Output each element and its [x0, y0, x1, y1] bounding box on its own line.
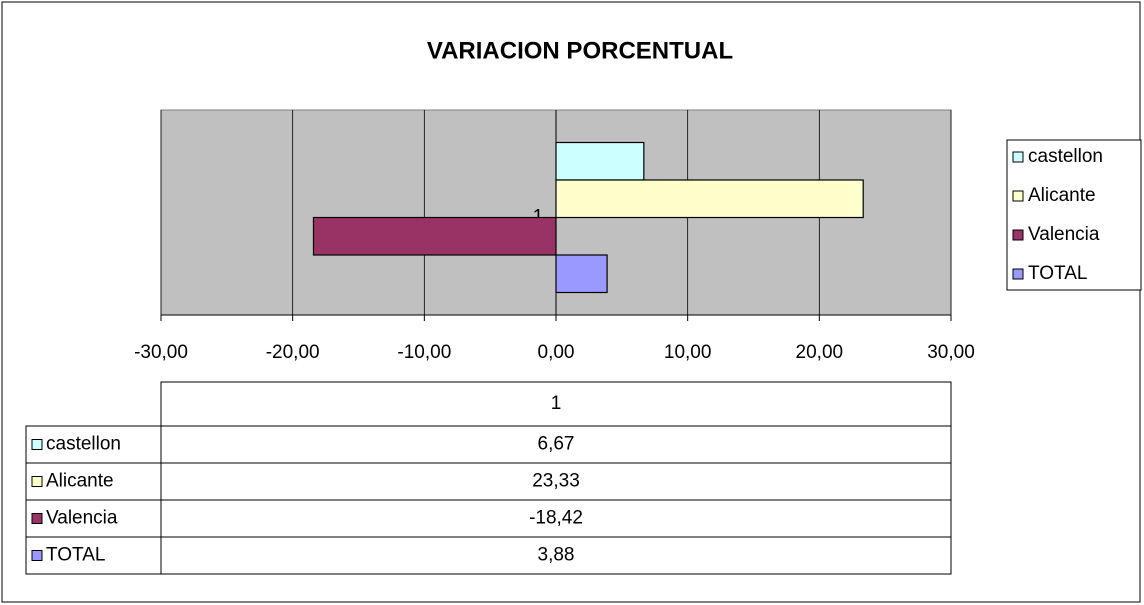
- legend-label: TOTAL: [1028, 263, 1087, 284]
- bar: [555, 179, 864, 219]
- x-tick-label: 0,00: [538, 342, 575, 363]
- x-tick-label: -30,00: [134, 342, 188, 363]
- table-label-cell: [25, 536, 162, 575]
- x-tick-label: -20,00: [266, 342, 320, 363]
- table-value: 23,33: [532, 471, 580, 492]
- table-value-cell: [160, 499, 952, 538]
- table-value-cell: [160, 425, 952, 464]
- table-value-cell: [160, 536, 952, 575]
- table-swatch: [31, 513, 43, 524]
- table-value: -18,42: [529, 508, 583, 529]
- bar: [555, 141, 645, 181]
- table-value: 6,67: [538, 434, 575, 455]
- table-swatch: [31, 550, 43, 561]
- table-value-cell: [160, 462, 952, 501]
- table-swatch: [31, 476, 43, 487]
- legend-label: castellon: [1028, 146, 1103, 167]
- table-series-label: Alicante: [46, 471, 114, 492]
- bar: [312, 216, 557, 256]
- bar: [555, 254, 608, 294]
- legend-label: Valencia: [1028, 224, 1100, 245]
- x-tick-label: 10,00: [664, 342, 712, 363]
- table-swatch: [31, 439, 43, 450]
- table-series-label: TOTAL: [46, 545, 105, 566]
- legend-swatch: [1012, 268, 1024, 280]
- table-series-label: castellon: [46, 434, 121, 455]
- legend-swatch: [1012, 151, 1024, 163]
- x-tick-label: 30,00: [927, 342, 975, 363]
- x-tick-label: 20,00: [796, 342, 844, 363]
- x-tick-label: -10,00: [397, 342, 451, 363]
- chart-title: VARIACION PORCENTUAL: [427, 37, 733, 64]
- table-label-cell: [25, 499, 162, 538]
- table-value: 3,88: [538, 545, 575, 566]
- legend-box: [1006, 139, 1142, 291]
- table-series-label: Valencia: [46, 508, 118, 529]
- legend-swatch: [1012, 229, 1024, 241]
- table-header: 1: [551, 393, 562, 414]
- legend-label: Alicante: [1028, 185, 1096, 206]
- legend-swatch: [1012, 190, 1024, 202]
